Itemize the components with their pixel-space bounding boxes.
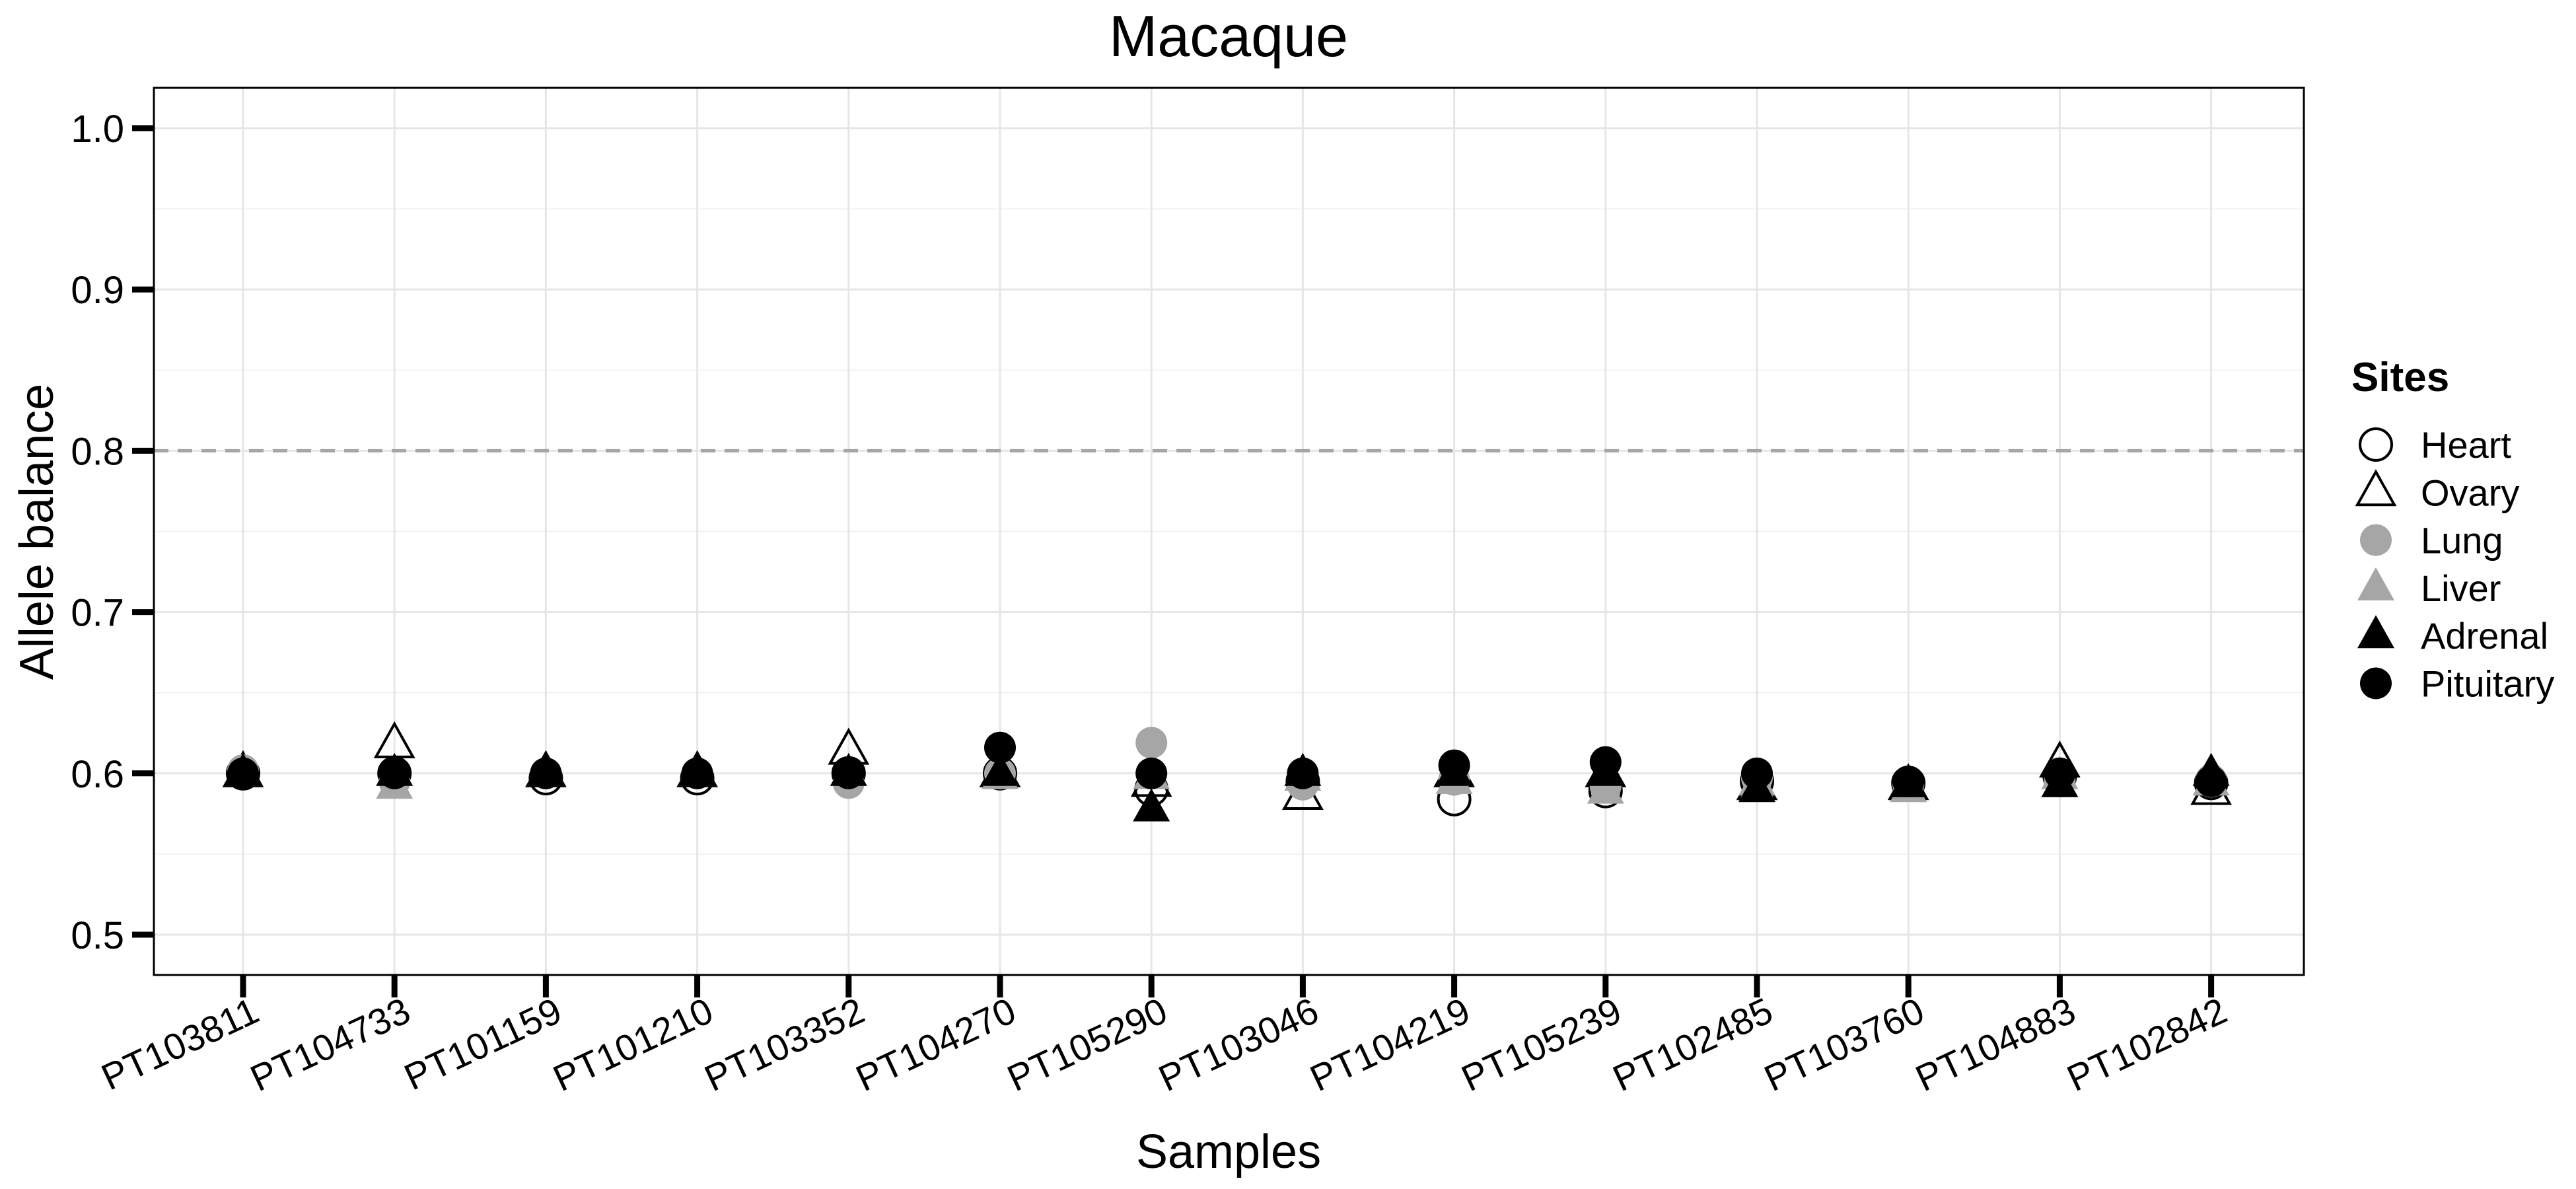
x-tick-label: PT103811	[95, 990, 265, 1099]
y-axis: 0.5 0.6 0.7 0.8 0.9 1.0	[71, 108, 154, 957]
y-tick-label: 0.5	[71, 914, 124, 957]
legend-marker-lung	[2360, 524, 2392, 556]
x-tick-label: PT104883	[1910, 990, 2082, 1099]
legend-title: Sites	[2351, 355, 2449, 400]
legend-label-liver: Liver	[2421, 567, 2501, 609]
x-tick-label: PT103760	[1758, 990, 1930, 1099]
legend-label-pituitary: Pituitary	[2421, 663, 2554, 705]
point-pituitary-pt104883	[2044, 757, 2076, 789]
point-pituitary-pt101210	[681, 757, 713, 789]
x-tick-label: PT102842	[2061, 990, 2233, 1099]
legend-marker-pituitary	[2360, 667, 2392, 700]
legend: Sites Heart Ovary Lung Liver Adrenal Pituitar…	[2351, 355, 2554, 705]
legend-marker-adrenal	[2357, 615, 2394, 649]
point-pituitary-pt104219	[1438, 749, 1470, 781]
legend-label-ovary: Ovary	[2421, 472, 2519, 513]
y-tick-label: 0.7	[71, 592, 124, 635]
x-tick-label: PT104219	[1304, 990, 1476, 1099]
x-axis-label: Samples	[1136, 1126, 1321, 1178]
x-axis: PT103811PT104733PT101159PT101210PT103352…	[95, 975, 2233, 1099]
legend-item-ovary: Ovary	[2355, 469, 2519, 513]
x-tick-label: PT103046	[1153, 990, 1325, 1099]
legend-item-lung: Lung	[2360, 520, 2503, 561]
y-tick-label: 0.6	[71, 753, 124, 796]
legend-item-pituitary: Pituitary	[2360, 663, 2554, 705]
point-pituitary-pt102485	[1741, 757, 1773, 789]
point-pituitary-pt104733	[378, 757, 411, 789]
y-axis-label: Allele balance	[11, 384, 63, 680]
point-pituitary-pt104270	[984, 731, 1016, 764]
x-tick-label: PT102485	[1606, 990, 1779, 1099]
point-pituitary-pt103046	[1287, 757, 1319, 789]
point-pituitary-pt103760	[1892, 765, 1925, 797]
x-tick-label: PT104733	[244, 990, 416, 1099]
plot-border	[153, 87, 2305, 976]
legend-item-liver: Liver	[2357, 567, 2501, 609]
x-tick-label: PT101210	[547, 990, 719, 1099]
series-pituitary	[227, 731, 2227, 797]
point-adrenal-pt104270	[982, 752, 1019, 786]
legend-marker-liver	[2357, 567, 2394, 600]
legend-label-heart: Heart	[2421, 424, 2511, 466]
y-tick-label: 0.8	[71, 430, 124, 473]
point-pituitary-pt103811	[227, 757, 259, 789]
x-tick-label: PT105290	[1001, 990, 1173, 1099]
point-liver-pt105239	[1587, 770, 1624, 804]
point-pituitary-pt105239	[1589, 746, 1622, 778]
legend-marker-heart	[2359, 427, 2393, 462]
y-tick-label: 1.0	[71, 108, 124, 151]
point-adrenal-pt105290	[1133, 788, 1170, 822]
y-tick-label: 0.9	[71, 269, 124, 312]
legend-item-heart: Heart	[2359, 424, 2511, 466]
x-tick-label: PT104270	[849, 990, 1022, 1099]
x-tick-label: PT101159	[398, 990, 567, 1099]
chart-title: Macaque	[1109, 3, 1348, 69]
point-pituitary-pt101159	[530, 757, 562, 789]
data-points	[222, 721, 2233, 822]
x-tick-label: PT105239	[1455, 990, 1628, 1099]
point-pituitary-pt103352	[832, 757, 865, 789]
point-lung-pt105290	[1135, 727, 1168, 759]
point-pituitary-pt102842	[2195, 765, 2227, 797]
x-tick-label: PT103352	[698, 990, 871, 1099]
point-pituitary-pt105290	[1135, 757, 1168, 789]
legend-items: Heart Ovary Lung Liver Adrenal Pituitary	[2355, 424, 2554, 705]
legend-label-adrenal: Adrenal	[2421, 615, 2548, 657]
legend-label-lung: Lung	[2421, 520, 2503, 561]
legend-marker-ovary	[2355, 469, 2397, 507]
legend-item-adrenal: Adrenal	[2357, 615, 2548, 657]
